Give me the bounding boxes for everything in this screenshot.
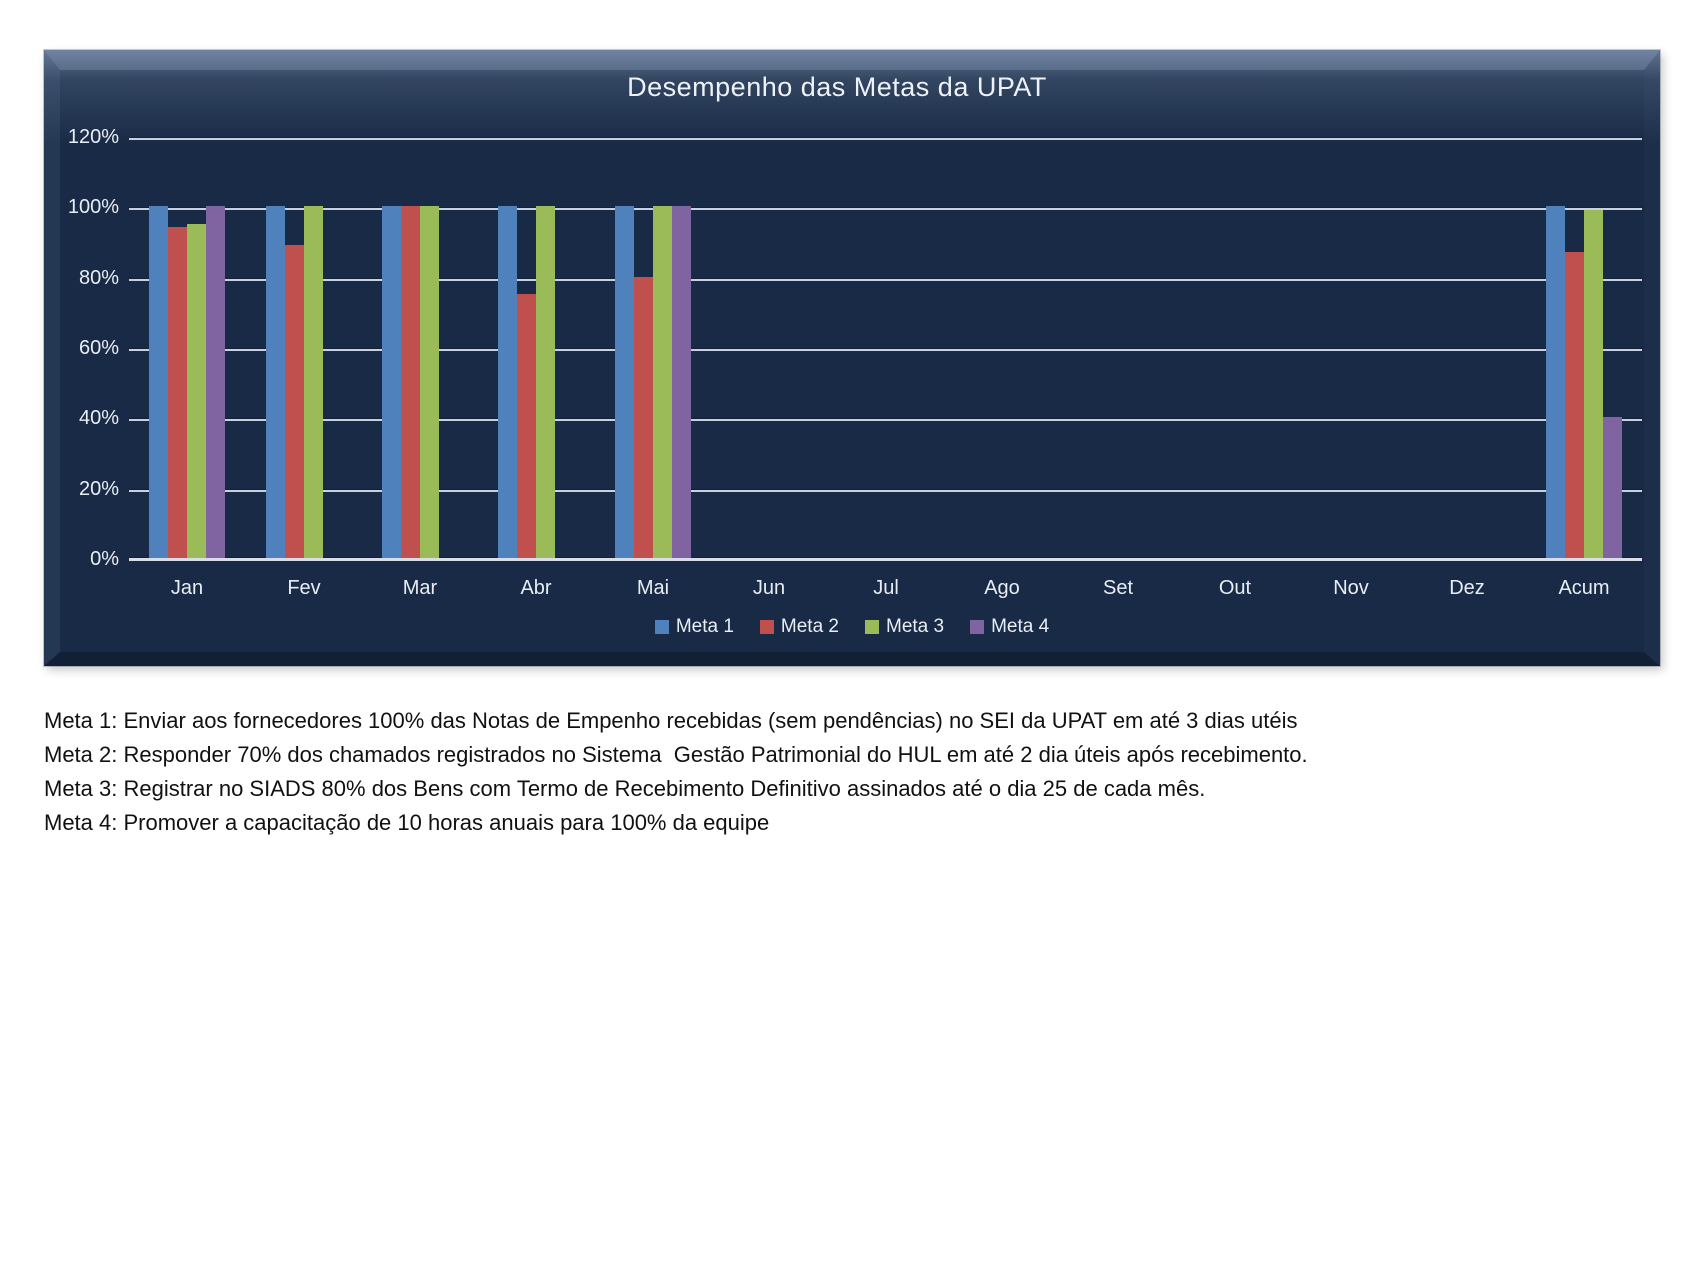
x-tick-label-ago: Ago <box>984 577 1020 599</box>
x-tick-label-nov: Nov <box>1333 577 1369 599</box>
x-tick-label-out: Out <box>1218 577 1252 599</box>
bar-meta-4-acum <box>1603 417 1622 558</box>
gridline-40 <box>129 419 1642 421</box>
footnote-meta-3: Meta 3: Registrar no SIADS 80% dos Bens … <box>44 776 1206 801</box>
plot-area: 0% 20% 40% 60% 80% 100% 120% Jan Fev Mar Abr Mai Jun… <box>68 126 1642 599</box>
gridline-100 <box>129 208 1642 210</box>
legend-label-meta-4: Meta 4 <box>991 616 1050 637</box>
bar-meta-1-jan <box>149 206 168 558</box>
legend-label-meta-3: Meta 3 <box>886 616 945 637</box>
bar-meta-1-acum <box>1546 206 1565 558</box>
bar-meta-2-fev <box>285 245 304 558</box>
gridline-80 <box>129 279 1642 281</box>
bar-meta-1-mar <box>382 206 401 558</box>
x-axis-line <box>129 558 1642 561</box>
bar-meta-3-acum <box>1584 209 1603 558</box>
bar-meta-3-abr <box>536 206 555 558</box>
footnotes: Meta 1: Enviar aos fornecedores 100% das… <box>44 704 1604 840</box>
footnote-meta-4: Meta 4: Promover a capacitação de 10 hor… <box>44 810 770 835</box>
gridline-60 <box>129 349 1642 351</box>
gridline-20 <box>129 490 1642 492</box>
y-tick-label-100: 100% <box>67 196 119 218</box>
x-tick-label-jan: Jan <box>170 577 204 599</box>
x-tick-label-jun: Jun <box>752 577 786 599</box>
x-tick-label-mar: Mar <box>402 577 438 599</box>
bar-meta-3-mai <box>653 206 672 558</box>
legend-item-meta-3: Meta 3 <box>865 616 944 638</box>
x-tick-label-set: Set <box>1102 577 1134 599</box>
legend: Meta 1 Meta 2 Meta 3 Meta 4 <box>44 616 1660 638</box>
bar-meta-1-mai <box>615 206 634 558</box>
y-tick-label-60: 60% <box>78 337 119 359</box>
legend-swatch-meta-2 <box>759 620 774 634</box>
gridline-120 <box>129 138 1642 140</box>
footnote-meta-2: Meta 2: Responder 70% dos chamados regis… <box>44 742 1308 767</box>
x-tick-label-abr: Abr <box>520 577 552 599</box>
bar-meta-4-mai <box>672 206 691 558</box>
legend-swatch-meta-1 <box>654 620 669 634</box>
bar-meta-1-abr <box>498 206 517 558</box>
x-tick-label-dez: Dez <box>1449 577 1485 599</box>
legend-item-meta-2: Meta 2 <box>759 616 839 638</box>
x-tick-label-mai: Mai <box>636 577 670 599</box>
x-tick-label-jul: Jul <box>873 577 899 599</box>
legend-swatch-meta-4 <box>970 620 985 634</box>
y-tick-label-40: 40% <box>78 407 119 429</box>
y-tick-label-20: 20% <box>78 478 119 500</box>
y-tick-label-120: 120% <box>67 126 119 148</box>
y-tick-label-0: 0% <box>90 548 119 570</box>
legend-label-meta-2: Meta 2 <box>780 616 839 637</box>
bar-meta-3-jan <box>187 223 206 558</box>
x-tick-label-fev: Fev <box>287 577 321 599</box>
legend-swatch-meta-3 <box>865 620 879 634</box>
footnote-meta-1: Meta 1: Enviar aos fornecedores 100% das… <box>44 708 1298 733</box>
bar-meta-2-acum <box>1565 252 1584 558</box>
chart-title: Desempenho das Metas da UPAT <box>627 72 1047 102</box>
bar-meta-2-jan <box>168 227 187 558</box>
legend-item-meta-4: Meta 4 <box>970 616 1049 638</box>
x-tick-label-acum: Acum <box>1558 577 1610 599</box>
legend-item-meta-1: Meta 1 <box>654 616 734 638</box>
legend-label-meta-1: Meta 1 <box>675 616 734 637</box>
bar-meta-4-jan <box>206 206 225 558</box>
bar-meta-3-fev <box>304 206 323 558</box>
bar-meta-2-abr <box>517 294 536 558</box>
bar-meta-1-fev <box>266 206 285 558</box>
bar-meta-2-mar <box>401 206 420 558</box>
bar-meta-2-mai <box>634 276 653 558</box>
y-tick-label-80: 80% <box>78 267 119 289</box>
chart-panel: Desempenho das Metas da UPAT 0% 20% 40% 60%… <box>44 50 1660 666</box>
bar-meta-3-mar <box>420 206 439 558</box>
